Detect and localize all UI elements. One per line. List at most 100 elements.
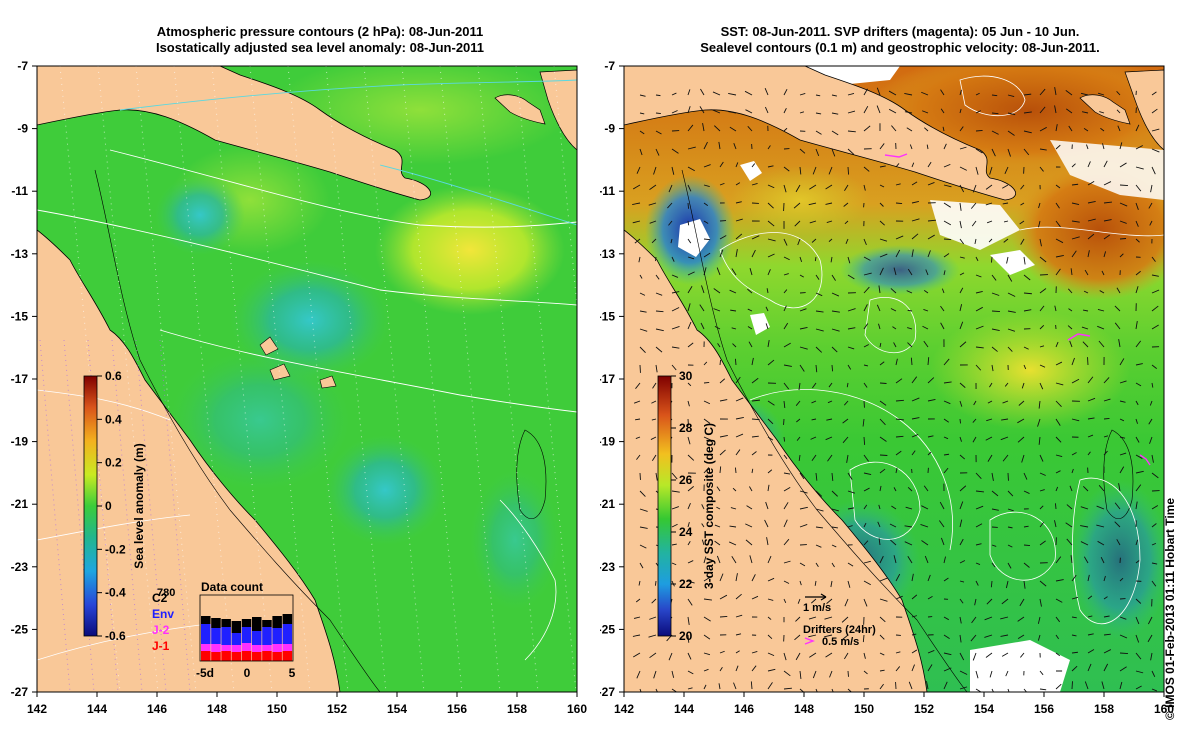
velocity-vector [943,667,952,672]
velocity-vector [1117,125,1121,132]
velocity-vector [991,94,998,97]
velocity-vector [1103,160,1108,168]
velocity-vector [1101,270,1105,276]
velocity-vector [1103,219,1112,222]
velocity-vector [1135,670,1144,674]
velocity-vector [923,485,929,492]
velocity-vector [1018,400,1025,406]
velocity-vector [639,148,643,156]
velocity-vector [927,219,937,222]
velocity-vector [671,325,680,330]
velocity-vector [745,109,753,114]
velocity-vector [827,454,833,462]
cloud-gap [990,250,1035,275]
data-count-bar-segment [241,651,252,661]
velocity-vector [974,238,977,245]
velocity-vector [1119,634,1128,639]
velocity-vector [906,290,913,294]
velocity-vector [651,598,657,604]
velocity-vector [893,487,897,492]
velocity-vector [811,400,817,404]
velocity-vector [943,184,952,188]
velocity-vector [1023,256,1026,265]
velocity-vector [1135,470,1144,474]
pressure-contour [109,149,577,228]
velocity-vector [1039,489,1045,492]
velocity-vector [831,328,840,332]
colorbar-tick-label: 0 [105,499,112,513]
velocity-vector [825,436,833,441]
velocity-vector [959,238,965,245]
velocity-vector [1119,436,1126,439]
velocity-vector [1007,328,1016,332]
velocity-vector [863,382,868,388]
velocity-vector [991,490,999,497]
data-count-bar-segment [272,616,282,628]
velocity-vector [1100,557,1105,564]
velocity-vector [751,651,758,654]
velocity-vector [863,323,869,330]
velocity-vector [1135,539,1139,546]
velocity-vector [701,539,705,546]
data-count-bar-segment [221,645,231,651]
velocity-vector [971,616,977,624]
velocity-vector [815,346,823,353]
velocity-vector [1007,130,1015,136]
velocity-vector [911,615,917,618]
velocity-vector [687,454,695,461]
data-count-bar-segment [211,644,221,652]
velocity-vector [783,580,790,584]
velocity-vector [1116,287,1121,294]
reef-outline [516,429,547,519]
velocity-vector [959,485,967,492]
velocity-vector [959,382,966,388]
velocity-vector [731,268,737,276]
velocity-vector [1037,418,1041,427]
velocity-vector [671,307,680,312]
y-tick-label: -7 [17,59,28,73]
velocity-vector [1114,502,1121,510]
velocity-vector [831,112,839,115]
velocity-vector [795,400,801,406]
velocity-vector [847,490,856,494]
velocity-vector [1087,574,1090,582]
velocity-vector [876,87,881,96]
velocity-vector [1023,562,1030,568]
velocity-vector [895,651,901,654]
velocity-vector [767,339,770,348]
velocity-vector [783,382,790,390]
velocity-vector [767,577,775,582]
velocity-vector [831,508,839,512]
velocity-vector [1087,633,1094,636]
velocity-vector [892,326,897,330]
velocity-vector [1023,274,1031,281]
velocity-vector [751,595,759,600]
velocity-vector [847,346,855,350]
velocity-vector [1070,268,1073,276]
velocity-vector [730,309,737,312]
velocity-vector [863,487,870,492]
velocity-vector [911,376,918,384]
velocity-vector [655,472,658,481]
velocity-vector [636,670,641,679]
velocity-vector [687,166,695,172]
velocity-vector [940,537,945,546]
velocity-vector [1071,220,1080,223]
velocity-vector [719,573,724,582]
sst-cool-region [1070,480,1164,640]
velocity-vector [991,148,996,157]
velocity-vector [844,220,849,225]
velocity-vector [798,454,801,462]
velocity-vector [1054,87,1057,96]
velocity-vector [1055,268,1061,276]
velocity-vector [1071,357,1075,366]
velocity-vector [847,472,853,480]
data-count-bar-segment [252,645,262,652]
velocity-vector [1151,580,1157,587]
velocity-vector [799,490,808,494]
drifter-track [1067,333,1091,341]
velocity-vector [1017,418,1025,424]
right-title-line1: SST: 08-Jun-2011. SVP drifters (magenta)… [720,24,1080,39]
colorbar-tick-label: 0.6 [105,369,122,383]
velocity-vector [1055,124,1058,132]
